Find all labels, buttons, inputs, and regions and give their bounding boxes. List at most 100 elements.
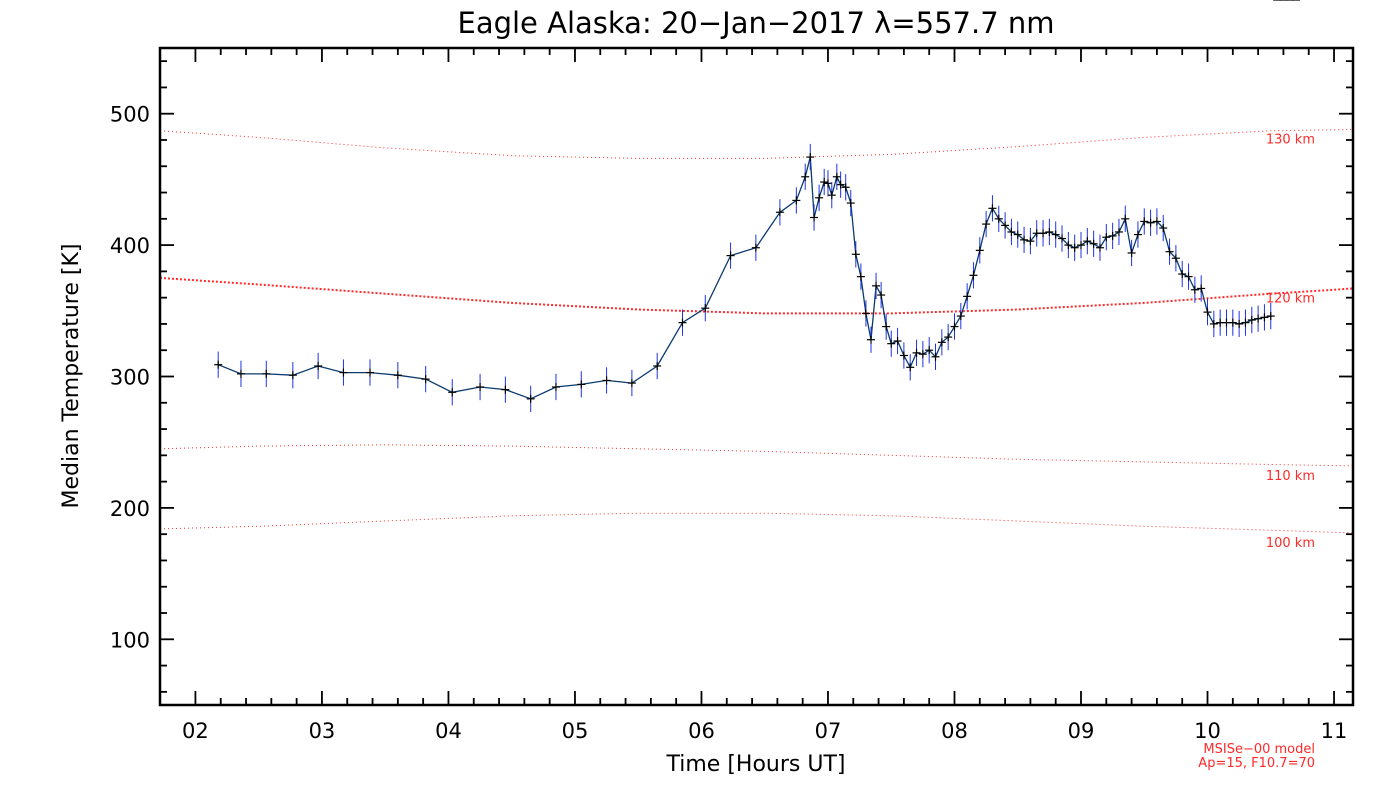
x-tick-label: 11 — [1321, 719, 1348, 743]
data-point — [1247, 315, 1256, 324]
x-tick-label: 10 — [1194, 719, 1221, 743]
data-point — [827, 191, 836, 200]
data-point — [1045, 227, 1054, 236]
data-point — [912, 348, 921, 357]
data-point — [1121, 214, 1130, 223]
axis-ticks — [160, 48, 1353, 705]
data-point — [1114, 227, 1123, 236]
data-point — [887, 339, 896, 348]
data-point — [1058, 234, 1067, 243]
x-tick-label: 08 — [941, 719, 968, 743]
data-point — [806, 153, 815, 162]
data-point — [956, 312, 965, 321]
data-point — [963, 292, 972, 301]
data-point — [214, 360, 223, 369]
model-curve-label: 100 km — [1266, 536, 1315, 551]
data-point — [792, 196, 801, 205]
data-point — [1159, 224, 1168, 233]
data-point — [701, 304, 710, 313]
x-tick-label: 02 — [182, 719, 209, 743]
model-curve-120-km — [159, 276, 1354, 315]
data-point — [872, 281, 881, 290]
data-point — [1077, 241, 1086, 250]
data-point — [726, 251, 735, 260]
data-point — [950, 322, 959, 331]
data-point — [856, 272, 865, 281]
data-point — [1102, 233, 1111, 242]
data-point — [866, 335, 875, 344]
data-point — [1039, 229, 1048, 238]
data-point — [1184, 272, 1193, 281]
data-point — [339, 368, 348, 377]
y-tick-label: 100 — [110, 628, 150, 652]
data-point — [236, 369, 245, 378]
x-tick-label: 07 — [815, 719, 842, 743]
data-point — [906, 363, 915, 372]
model-note-line-2: Ap=15, F10.7=70 — [1198, 756, 1315, 771]
data-point — [899, 351, 908, 360]
data-point — [678, 318, 687, 327]
data-point — [1260, 313, 1269, 322]
x-tick-label: 09 — [1068, 719, 1095, 743]
data-point — [823, 179, 832, 188]
data-point — [918, 350, 927, 359]
data-point — [1165, 247, 1174, 256]
model-curve-label: 120 km — [1266, 292, 1315, 307]
data-point — [1108, 231, 1117, 240]
data-point — [925, 346, 934, 355]
data-point — [931, 352, 940, 361]
data-point — [653, 361, 662, 370]
data-point — [366, 368, 375, 377]
x-tick-labels: 02 03 04 05 06 07 08 09 10 11 — [182, 719, 1347, 743]
data-point — [801, 172, 810, 181]
chart-title: Eagle Alaska: 20−Jan−2017 λ=557.7 nm — [458, 6, 1055, 40]
data-point — [1083, 237, 1092, 246]
plot-frame — [158, 46, 1355, 707]
data-point — [988, 204, 997, 213]
model-note-line-1: MSISe−00 model — [1203, 742, 1315, 757]
data-point — [393, 371, 402, 380]
x-tick-label: 05 — [562, 719, 589, 743]
data-point — [810, 213, 819, 222]
data-point — [1026, 237, 1035, 246]
data-point — [1241, 318, 1250, 327]
data-point — [262, 369, 271, 378]
data-point — [982, 220, 991, 229]
data-point — [1020, 235, 1029, 244]
data-point — [627, 379, 636, 388]
data-point — [1178, 270, 1187, 279]
series-line — [217, 156, 1271, 400]
data-point — [1228, 318, 1237, 327]
data-point — [1266, 312, 1275, 321]
y-tick-label: 500 — [110, 103, 150, 127]
model-curves: 130 km 120 km 110 km 100 km — [159, 129, 1354, 551]
data-point — [1152, 217, 1161, 226]
data-point — [937, 338, 946, 347]
data-point — [820, 178, 829, 187]
y-tick-label: 200 — [110, 497, 150, 521]
data-point — [448, 388, 457, 397]
x-tick-label: 03 — [309, 719, 336, 743]
data-point — [1013, 230, 1022, 239]
data-point — [851, 250, 860, 259]
data-point — [751, 243, 760, 252]
data-point — [1089, 239, 1098, 248]
data-point — [975, 246, 984, 255]
data-point — [551, 383, 560, 392]
data-point — [314, 361, 323, 370]
x-tick-label: 06 — [688, 719, 715, 743]
data-point — [893, 337, 902, 346]
data-point — [1133, 230, 1142, 239]
data-point — [994, 214, 1003, 223]
data-point — [1140, 217, 1149, 226]
y-tick-label: 400 — [110, 234, 150, 258]
x-axis-label: Time [Hours UT] — [666, 752, 846, 777]
data-point — [1146, 218, 1155, 227]
data-point — [421, 375, 430, 384]
data-point — [775, 208, 784, 217]
data-point — [1190, 285, 1199, 294]
data-point — [877, 291, 886, 300]
data-point — [969, 271, 978, 280]
model-curve-110-km — [159, 444, 1354, 467]
